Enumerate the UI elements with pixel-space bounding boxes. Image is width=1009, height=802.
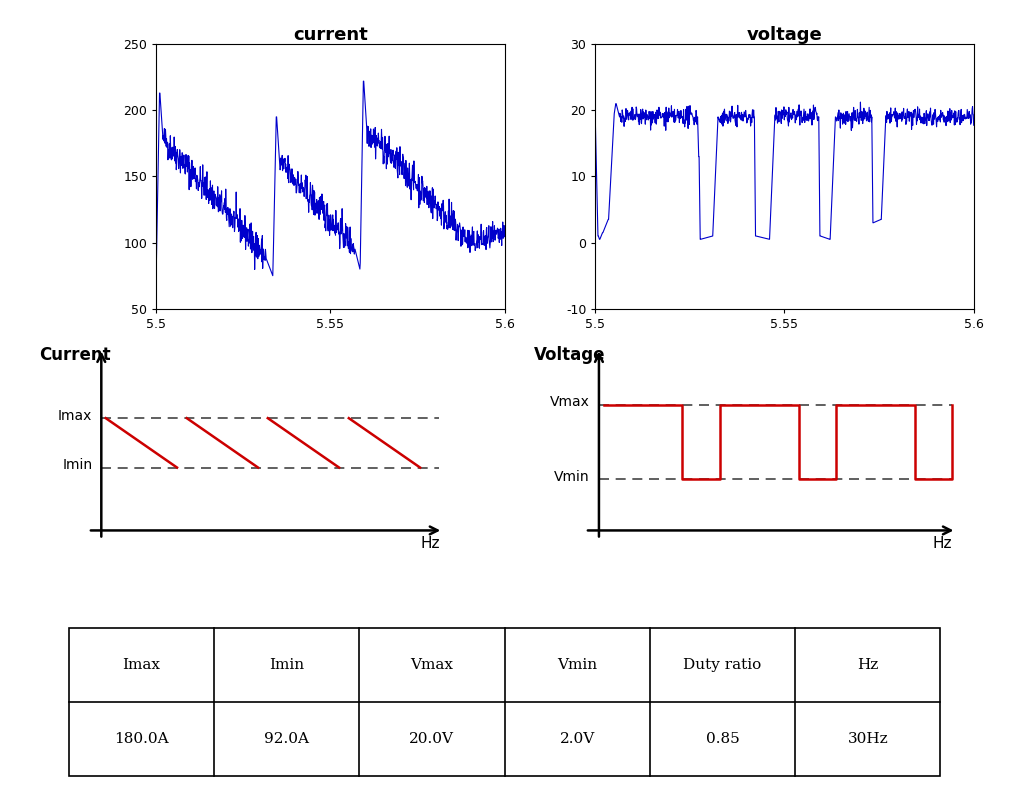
Text: Hz: Hz (420, 537, 440, 552)
Text: Hz: Hz (932, 537, 952, 552)
Text: 2.0V: 2.0V (560, 731, 594, 746)
Text: Vmax: Vmax (550, 395, 589, 410)
Text: 30Hz: 30Hz (848, 731, 888, 746)
Text: Imin: Imin (63, 458, 93, 472)
Title: voltage: voltage (747, 26, 822, 44)
Text: Vmin: Vmin (554, 469, 589, 484)
Text: 20.0V: 20.0V (410, 731, 454, 746)
Text: Duty ratio: Duty ratio (683, 658, 762, 672)
Text: 180.0A: 180.0A (114, 731, 169, 746)
Text: Vmax: Vmax (411, 658, 453, 672)
Text: Hz: Hz (857, 658, 879, 672)
Text: 0.85: 0.85 (705, 731, 740, 746)
Bar (69, 628, 940, 776)
Title: current: current (293, 26, 368, 44)
Text: Imin: Imin (269, 658, 304, 672)
Text: Current: Current (39, 346, 111, 364)
Text: Vmin: Vmin (557, 658, 597, 672)
Text: 92.0A: 92.0A (264, 731, 309, 746)
Text: Imax: Imax (122, 658, 160, 672)
Text: Voltage: Voltage (534, 346, 605, 364)
Text: Imax: Imax (59, 409, 93, 423)
